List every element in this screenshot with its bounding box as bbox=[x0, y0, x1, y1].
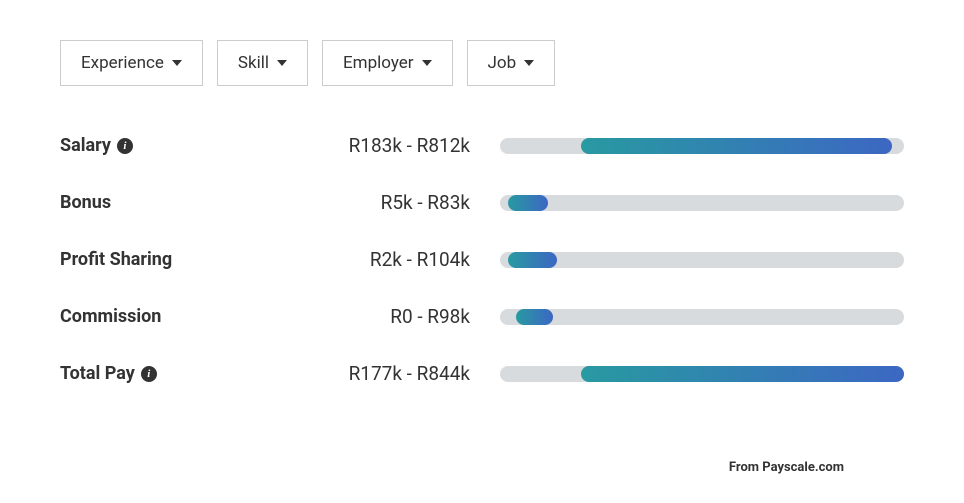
row-label: Salaryi bbox=[60, 135, 270, 156]
row-range-text: R0 - R98k bbox=[270, 305, 500, 328]
row-label: Bonus bbox=[60, 192, 270, 213]
chevron-down-icon bbox=[524, 60, 534, 66]
chevron-down-icon bbox=[422, 60, 432, 66]
row-label: Commission bbox=[60, 306, 270, 327]
row-label-text: Commission bbox=[60, 306, 161, 327]
row-range-text: R5k - R83k bbox=[270, 191, 500, 214]
compensation-row: Total Pay i R177k - R844k bbox=[60, 362, 904, 385]
filter-label: Skill bbox=[238, 53, 269, 73]
filter-label: Employer bbox=[343, 53, 414, 73]
range-bar bbox=[500, 195, 904, 211]
range-bar bbox=[500, 252, 904, 268]
range-bar-fill bbox=[508, 195, 548, 211]
range-bar-track bbox=[500, 309, 904, 325]
range-bar-track bbox=[500, 252, 904, 268]
range-bar bbox=[500, 138, 904, 154]
chevron-down-icon bbox=[277, 60, 287, 66]
row-label-text: Profit Sharing bbox=[60, 249, 172, 270]
compensation-row: Bonus R5k - R83k bbox=[60, 191, 904, 214]
compensation-row: Commission R0 - R98k bbox=[60, 305, 904, 328]
filter-label: Job bbox=[488, 53, 517, 73]
range-bar-fill bbox=[581, 138, 892, 154]
row-label: Total Pay i bbox=[60, 363, 270, 384]
compensation-row: Profit Sharing R2k - R104k bbox=[60, 248, 904, 271]
info-icon[interactable]: i bbox=[141, 366, 157, 382]
chevron-down-icon bbox=[172, 60, 182, 66]
row-label-text: Bonus bbox=[60, 192, 111, 213]
range-bar bbox=[500, 366, 904, 382]
range-bar-track bbox=[500, 195, 904, 211]
filter-job-button[interactable]: Job bbox=[467, 40, 556, 86]
range-bar bbox=[500, 309, 904, 325]
row-label: Profit Sharing bbox=[60, 249, 270, 270]
attribution-text: From Payscale.com bbox=[729, 460, 844, 475]
row-label-text: Salary bbox=[60, 135, 111, 156]
range-bar-fill bbox=[581, 366, 904, 382]
row-range-text: R2k - R104k bbox=[270, 248, 500, 271]
filter-bar: Experience Skill Employer Job bbox=[60, 40, 904, 86]
filter-experience-button[interactable]: Experience bbox=[60, 40, 203, 86]
range-bar-fill bbox=[508, 252, 556, 268]
row-range-text: R183k - R812k bbox=[270, 134, 500, 157]
compensation-rows: SalaryiR183k - R812kBonusR5k - R83kProfi… bbox=[60, 134, 904, 385]
info-icon[interactable]: i bbox=[117, 138, 133, 154]
range-bar-fill bbox=[516, 309, 552, 325]
compensation-row: SalaryiR183k - R812k bbox=[60, 134, 904, 157]
filter-label: Experience bbox=[81, 53, 164, 73]
filter-employer-button[interactable]: Employer bbox=[322, 40, 453, 86]
row-label-text: Total Pay bbox=[60, 363, 135, 384]
row-range-text: R177k - R844k bbox=[270, 362, 500, 385]
filter-skill-button[interactable]: Skill bbox=[217, 40, 308, 86]
